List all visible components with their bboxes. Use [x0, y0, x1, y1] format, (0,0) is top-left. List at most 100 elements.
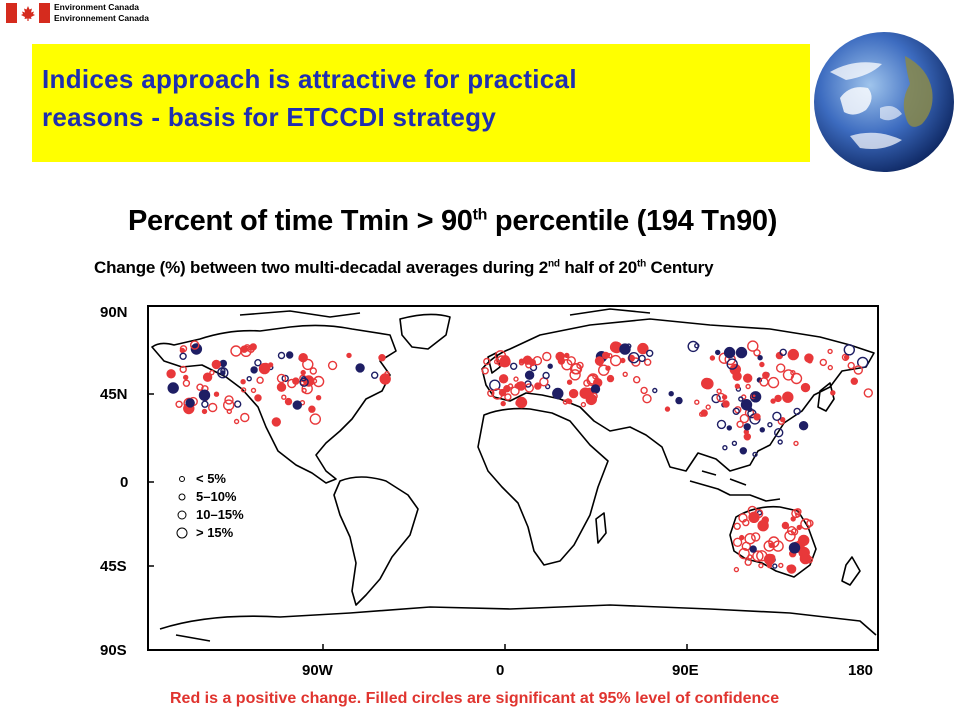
- station-marker: [675, 396, 683, 405]
- station-marker: [745, 383, 751, 390]
- station-marker: [566, 379, 573, 385]
- station-marker: [733, 522, 741, 531]
- new-zealand-outline: [841, 556, 861, 586]
- station-marker: [312, 375, 325, 388]
- station-marker: [633, 375, 641, 384]
- station-marker: [753, 413, 761, 421]
- y-tick-90s: 90S: [100, 642, 127, 659]
- station-marker: [569, 362, 582, 375]
- station-marker: [819, 358, 827, 367]
- x-tick-180: 180: [848, 662, 873, 679]
- station-marker: [700, 409, 708, 417]
- north-america-outline: [151, 324, 397, 484]
- station-marker: [772, 563, 778, 569]
- legend-item: 5–10%: [176, 488, 244, 506]
- station-marker: [515, 399, 523, 407]
- station-marker: [779, 348, 787, 356]
- station-marker: [646, 349, 654, 357]
- station-marker: [327, 360, 338, 371]
- station-marker: [247, 345, 255, 353]
- station-marker: [806, 519, 814, 527]
- station-marker: [299, 377, 309, 387]
- station-marker: [309, 413, 322, 425]
- station-marker: [285, 351, 294, 359]
- station-marker: [371, 371, 379, 379]
- station-marker: [734, 406, 742, 414]
- station-marker: [787, 525, 797, 536]
- station-marker: [226, 408, 233, 415]
- station-marker: [722, 444, 728, 451]
- station-marker: [243, 344, 251, 352]
- map-frame: [147, 305, 879, 651]
- station-marker: [222, 399, 235, 411]
- station-marker: [739, 413, 750, 424]
- station-marker: [384, 370, 390, 377]
- station-marker: [552, 387, 564, 400]
- station-marker: [566, 356, 576, 366]
- station-marker: [287, 378, 297, 389]
- station-marker: [300, 369, 306, 376]
- station-marker: [774, 427, 784, 438]
- legend-label-4: > 15%: [196, 525, 234, 540]
- station-marker: [545, 383, 551, 390]
- station-marker: [513, 376, 519, 382]
- station-marker: [843, 344, 855, 356]
- station-marker: [284, 397, 293, 406]
- station-marker: [276, 373, 287, 384]
- station-marker: [301, 387, 307, 394]
- station-marker: [207, 402, 218, 413]
- station-marker: [694, 343, 700, 349]
- station-marker: [233, 400, 242, 408]
- legend-item: 10–15%: [176, 506, 244, 524]
- chart-subtitle-end: Century: [646, 258, 714, 277]
- station-marker: [705, 404, 711, 410]
- x-tick-90w: 90W: [302, 662, 334, 679]
- station-marker: [759, 361, 765, 368]
- antarctica-outline: [159, 604, 877, 642]
- station-marker: [610, 354, 622, 367]
- station-marker: [281, 374, 289, 383]
- station-marker: [664, 406, 671, 412]
- station-marker: [850, 377, 858, 385]
- station-marker: [504, 393, 512, 401]
- station-marker: [594, 356, 605, 366]
- station-marker: [481, 367, 489, 375]
- station-marker: [784, 530, 796, 542]
- chart-subtitle: Change (%) between two multi-decadal ave…: [94, 258, 714, 278]
- station-marker: [277, 351, 286, 360]
- chart-subtitle-sup: nd: [547, 258, 560, 270]
- station-marker: [778, 562, 784, 569]
- station-marker: [494, 350, 507, 362]
- station-marker: [642, 393, 652, 404]
- station-marker: [315, 394, 322, 401]
- station-marker: [498, 388, 507, 397]
- station-marker: [198, 389, 211, 401]
- station-marker: [752, 451, 758, 458]
- y-tick-90n: 90N: [100, 304, 128, 321]
- station-marker: [555, 351, 565, 362]
- station-marker: [781, 521, 790, 530]
- station-marker: [767, 376, 780, 389]
- station-marker: [709, 355, 716, 361]
- station-marker: [547, 363, 553, 369]
- station-marker: [638, 354, 646, 363]
- station-marker: [804, 353, 814, 363]
- station-marker: [798, 534, 810, 547]
- station-marker: [776, 363, 786, 373]
- station-marker: [757, 355, 763, 361]
- station-marker: [256, 376, 264, 384]
- station-marker: [780, 416, 786, 423]
- station-marker: [716, 388, 722, 394]
- station-marker: [587, 373, 599, 385]
- station-marker: [230, 345, 242, 357]
- agency-name: Environment Canada Environnement Canada: [54, 2, 149, 24]
- station-marker: [788, 542, 801, 554]
- station-marker: [722, 400, 730, 408]
- station-marker: [782, 391, 794, 403]
- slide-title-line-2: reasons - basis for ETCCDI strategy: [42, 102, 497, 132]
- south-america-outline: [333, 476, 419, 606]
- station-marker: [742, 518, 750, 527]
- agency-logo: Environment Canada Environnement Canada: [6, 2, 186, 26]
- station-marker: [767, 421, 773, 428]
- station-marker: [202, 372, 213, 382]
